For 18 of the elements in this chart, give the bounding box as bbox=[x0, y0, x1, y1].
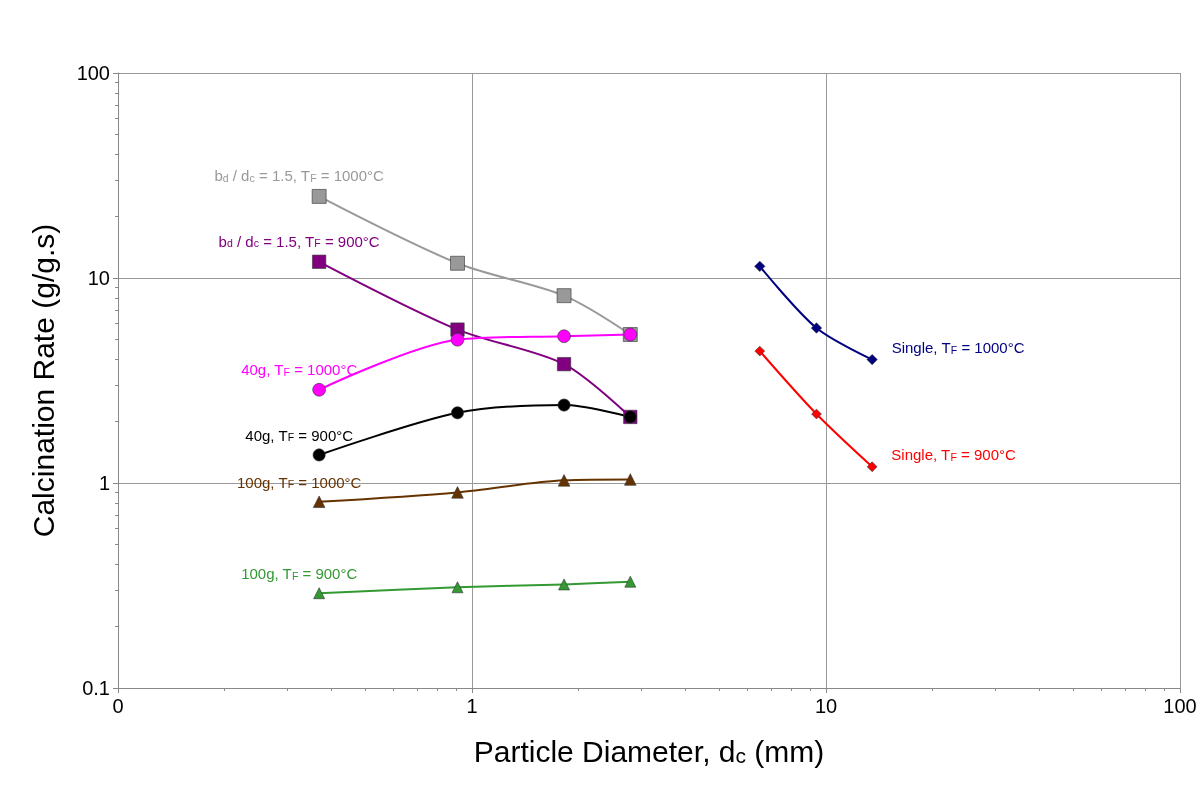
series-label: 40g, TF = 900°C bbox=[245, 426, 354, 444]
series-label: 100g, TF = 900°C bbox=[241, 565, 358, 583]
y-tick-label: 10 bbox=[87, 267, 110, 289]
series-label: Single, TF = 1000°C bbox=[891, 339, 1025, 357]
x-axis-title: Particle Diameter, dc (mm) bbox=[473, 734, 825, 768]
y-tick-label: 1 bbox=[98, 472, 110, 494]
series-label: 40g, TF = 1000°C bbox=[241, 361, 358, 379]
x-tick-label: 1 bbox=[466, 695, 478, 717]
series-label: Single, TF = 900°C bbox=[891, 446, 1017, 464]
y-axis-title: Calcination Rate (g/g.s) bbox=[26, 223, 60, 538]
series-label: bd / dc = 1.5, TF = 900°C bbox=[218, 232, 380, 250]
x-tick-label: 0 bbox=[112, 695, 124, 717]
x-tick-label: 10 bbox=[814, 695, 838, 717]
series-label: bd / dc = 1.5, TF = 1000°C bbox=[214, 167, 385, 185]
series-label: 100g, TF = 1000°C bbox=[236, 473, 362, 491]
y-tick-label: 0.1 bbox=[82, 677, 110, 699]
y-tick-label: 100 bbox=[76, 62, 110, 84]
x-tick-label: 100 bbox=[1163, 695, 1197, 717]
